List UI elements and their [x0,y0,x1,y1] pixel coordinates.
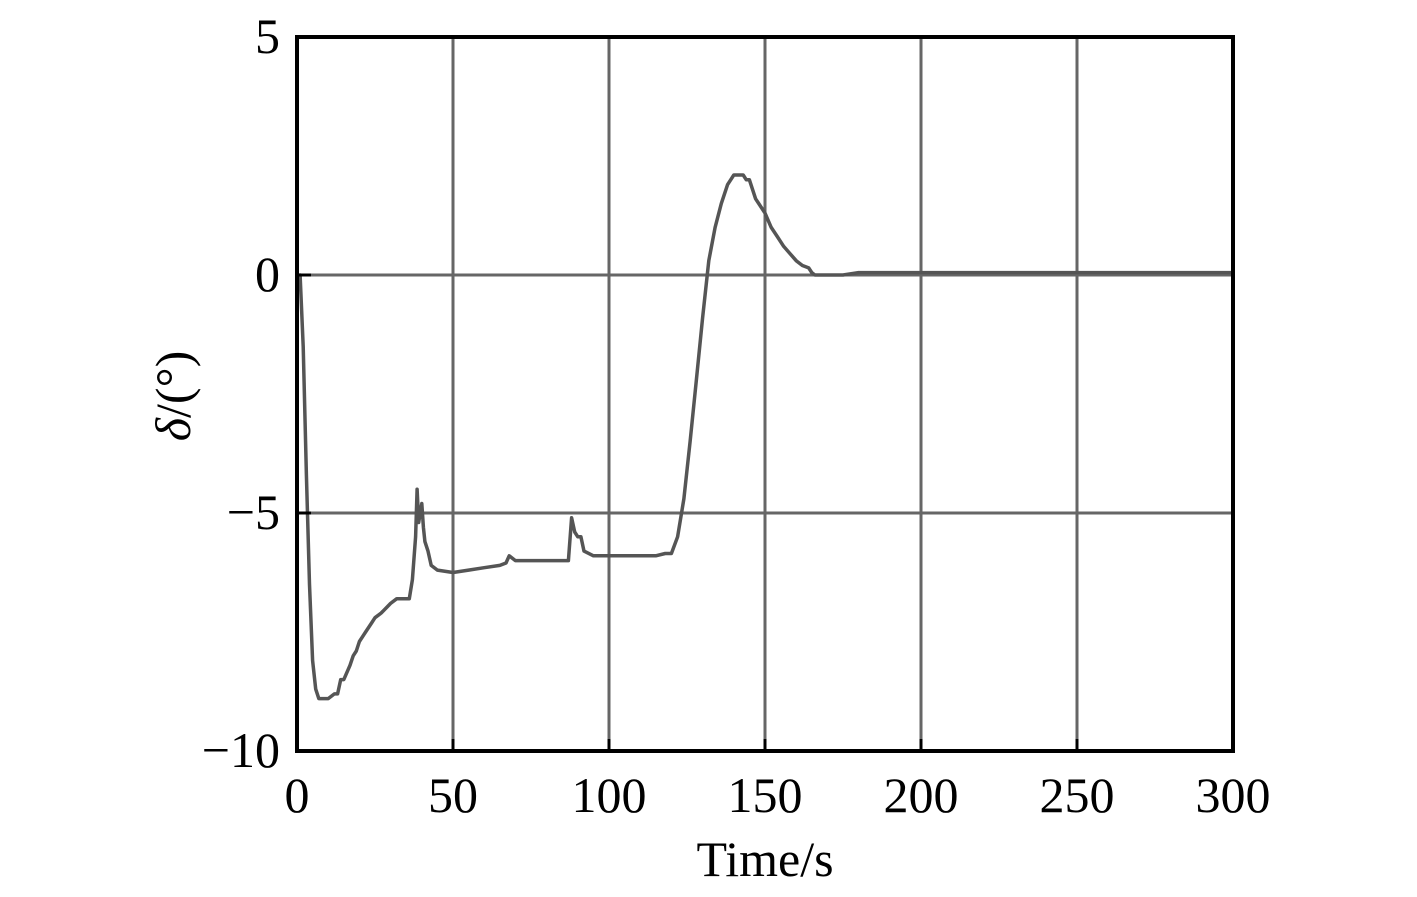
x-tick-label-0: 0 [285,767,310,823]
y-tick-label-5: 5 [255,8,280,64]
x-tick-label-100: 100 [572,767,647,823]
x-tick-label-250: 250 [1040,767,1115,823]
y-axis-symbol: δ [145,417,201,441]
y-tick-label--5: −5 [227,484,280,540]
x-tick-label-300: 300 [1196,767,1271,823]
x-tick-label-200: 200 [884,767,959,823]
y-axis-label: δ/(°) [145,351,201,441]
x-tick-labels: 0 50 100 150 200 250 300 [285,767,1271,823]
x-axis-label: Time/s [696,831,833,887]
series-line-0 [298,173,1235,701]
x-tick-label-150: 150 [728,767,803,823]
y-tick-label-0: 0 [255,246,280,302]
y-tick-labels: 5 0 −5 −10 [202,8,280,778]
grid [297,37,1233,751]
y-tick-label--10: −10 [202,722,280,778]
x-tick-label-50: 50 [428,767,478,823]
series-layer [298,173,1235,701]
y-axis-unit: /(°) [145,351,201,418]
ticks [295,35,1235,753]
